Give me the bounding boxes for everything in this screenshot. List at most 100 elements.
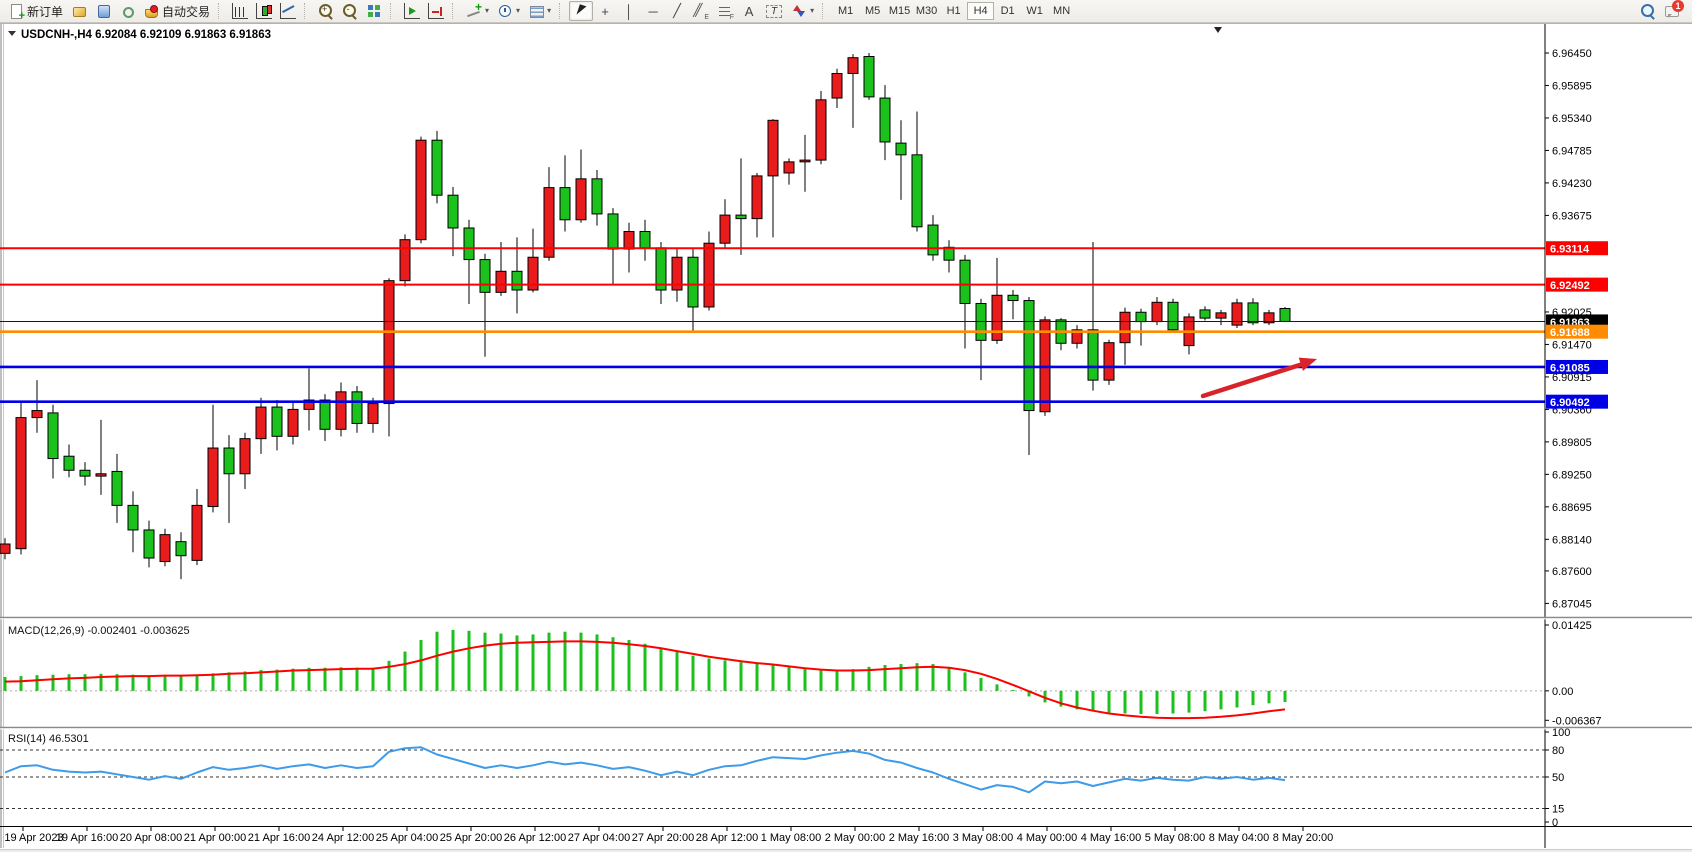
trendline-button[interactable]: ╱ bbox=[665, 1, 689, 21]
timeframe-h1-button[interactable]: H1 bbox=[946, 5, 961, 17]
search-icon[interactable] bbox=[1640, 3, 1656, 19]
text-button[interactable]: A bbox=[737, 1, 761, 21]
charts-profile-button[interactable] bbox=[67, 1, 91, 21]
time-tick-label: 8 May 04:00 bbox=[1209, 832, 1270, 844]
macd-bar bbox=[771, 664, 775, 691]
macd-bar bbox=[1203, 690, 1207, 712]
macd-bar bbox=[851, 669, 855, 691]
periods-button[interactable]: ▾ bbox=[493, 1, 524, 21]
timeframe-w1-button[interactable]: W1 bbox=[1026, 5, 1043, 17]
bar-chart-button[interactable] bbox=[228, 1, 252, 21]
dropdown-caret-icon[interactable]: ▾ bbox=[485, 6, 490, 15]
macd-bar bbox=[899, 664, 903, 691]
tile-windows-button[interactable] bbox=[362, 1, 386, 21]
candle bbox=[1247, 302, 1259, 324]
dropdown-caret-icon[interactable]: ▾ bbox=[547, 6, 552, 15]
zoom-in-button[interactable]: + bbox=[314, 1, 338, 21]
candle bbox=[79, 469, 91, 477]
templates-icon bbox=[528, 3, 545, 19]
collapse-triangle-icon[interactable] bbox=[8, 31, 16, 36]
toolbar-right: 1 bbox=[1640, 0, 1688, 19]
candle bbox=[271, 406, 283, 437]
candle bbox=[319, 399, 331, 430]
candle bbox=[255, 406, 267, 440]
price-tick-label: 6.87045 bbox=[1552, 598, 1592, 610]
price-badge bbox=[1546, 324, 1608, 339]
templates-button[interactable]: ▾ bbox=[524, 1, 555, 21]
time-tick-label: 19 Apr 16:00 bbox=[56, 832, 118, 844]
horizontal-line-button[interactable]: ─ bbox=[641, 1, 665, 21]
chart-shift-button[interactable] bbox=[424, 1, 448, 21]
macd-bar bbox=[995, 684, 999, 691]
market-watch-button[interactable] bbox=[91, 1, 115, 21]
new-order-button[interactable]: 新订单 bbox=[4, 1, 67, 22]
timeframe-mn-button[interactable]: MN bbox=[1053, 5, 1071, 17]
indicators-icon bbox=[466, 0, 482, 19]
webcast-button[interactable] bbox=[115, 1, 139, 21]
macd-tick-label: 0.01425 bbox=[1552, 620, 1592, 632]
text-icon: A bbox=[744, 3, 754, 19]
crosshair-button[interactable]: + bbox=[593, 1, 617, 21]
candle bbox=[703, 242, 715, 308]
arrows-icon bbox=[791, 3, 807, 19]
dropdown-caret-icon[interactable]: ▾ bbox=[516, 6, 521, 15]
arrows-button[interactable]: ▾ bbox=[787, 1, 818, 21]
time-tick-label: 25 Apr 04:00 bbox=[376, 832, 438, 844]
chat-bubble-icon[interactable]: 1 bbox=[1664, 0, 1684, 19]
zoom-out-button[interactable]: - bbox=[338, 1, 362, 21]
label-button[interactable]: T bbox=[761, 1, 787, 21]
candle bbox=[671, 256, 683, 291]
timeframe-d1-button[interactable]: D1 bbox=[1000, 5, 1015, 17]
toolbar-separator bbox=[822, 3, 829, 19]
candle bbox=[1087, 329, 1099, 381]
candle bbox=[127, 504, 139, 531]
candle bbox=[415, 139, 427, 241]
macd-bar bbox=[1155, 690, 1159, 714]
macd-bar bbox=[275, 669, 279, 691]
profile-icon bbox=[71, 3, 87, 19]
timeframe-h4-button[interactable]: H4 bbox=[967, 2, 995, 20]
timeframe-m1-button[interactable]: M1 bbox=[837, 5, 854, 17]
macd-bar bbox=[675, 652, 679, 691]
chart-canvas[interactable]: 6.96450 6.95895 6.95340 6.94785 6.94230 6.936… bbox=[0, 23, 1692, 849]
price-tick-label: 6.88140 bbox=[1552, 534, 1592, 546]
price-axis[interactable]: 6.96450 6.95895 6.95340 6.94785 6.94230 6.936… bbox=[1544, 24, 1608, 848]
macd-pane[interactable]: 0.01425 0.00 -0.006367 MACD(12,26,9) -0.002… bbox=[0, 620, 1602, 727]
candle bbox=[991, 294, 1003, 341]
time-tick-label: 28 Apr 12:00 bbox=[696, 832, 758, 844]
chart-shift-marker-icon[interactable] bbox=[1214, 27, 1222, 33]
indicators-button[interactable]: ▾ bbox=[462, 0, 493, 21]
candle bbox=[63, 455, 75, 471]
rsi-tick-label: 0 bbox=[1552, 817, 1558, 829]
macd-bar bbox=[1091, 690, 1095, 712]
price-tick-label: 6.94785 bbox=[1552, 145, 1592, 157]
fibonacci-button[interactable] bbox=[713, 1, 737, 21]
macd-bar bbox=[1283, 690, 1287, 702]
candle bbox=[847, 57, 859, 74]
candlestick-chart-button[interactable] bbox=[252, 1, 276, 21]
zoom-group: + - bbox=[314, 0, 386, 22]
trend-arrow[interactable] bbox=[1200, 357, 1317, 399]
candle bbox=[783, 161, 795, 174]
chart-type-group bbox=[228, 0, 300, 22]
vertical-line-button[interactable]: │ bbox=[617, 1, 641, 21]
price-tick-label: 6.95895 bbox=[1552, 80, 1592, 92]
line-chart-button[interactable] bbox=[276, 1, 300, 21]
candle bbox=[95, 473, 107, 477]
auto-scroll-button[interactable] bbox=[400, 1, 424, 21]
macd-bar bbox=[499, 633, 503, 691]
price-badge bbox=[1546, 394, 1608, 409]
macd-bar bbox=[99, 673, 103, 691]
macd-bar bbox=[627, 640, 631, 691]
timeframe-m30-button[interactable]: M30 bbox=[915, 5, 938, 17]
timeframe-m5-button[interactable]: M5 bbox=[864, 5, 881, 17]
insert-group: ▾ ▾ ▾ bbox=[462, 0, 555, 22]
autotrade-button[interactable]: 自动交易 bbox=[139, 1, 214, 21]
rsi-pane[interactable]: 100 80 50 150 RSI(14) 46.5301 bbox=[0, 727, 1570, 829]
candle bbox=[239, 438, 251, 475]
dropdown-caret-icon[interactable]: ▾ bbox=[810, 6, 815, 15]
cursor-button[interactable] bbox=[569, 1, 594, 21]
channel-button[interactable] bbox=[689, 1, 713, 21]
timeframe-m15-button[interactable]: M15 bbox=[888, 5, 911, 17]
